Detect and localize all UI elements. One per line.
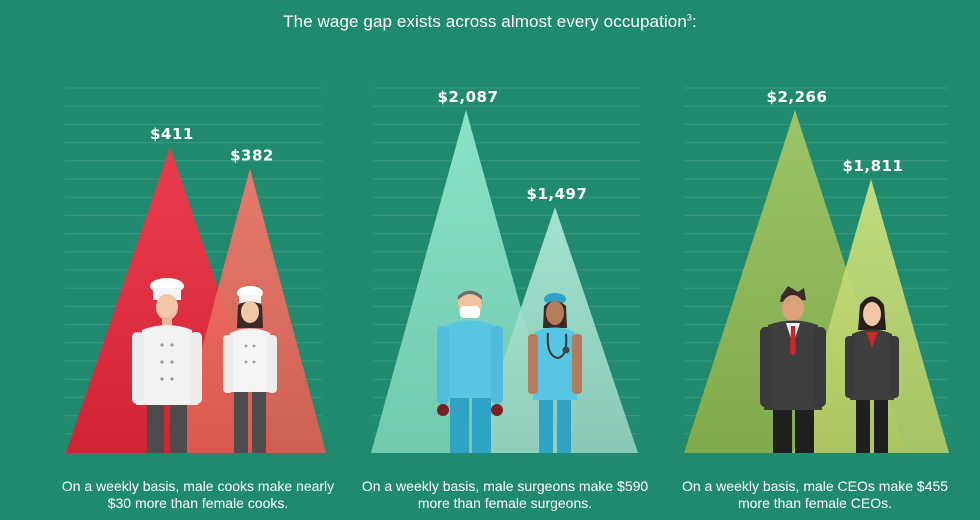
- page-title: The wage gap exists across almost every …: [283, 12, 697, 31]
- male-cook-figure: [132, 278, 202, 453]
- ceos-value-label-male: $2,266: [767, 88, 828, 106]
- cooks-value-label-female: $382: [230, 147, 274, 165]
- cooks-value-label-male: $411: [150, 125, 194, 143]
- female-ceo-figure: [845, 296, 899, 453]
- male-surgeon-figure: [437, 290, 503, 453]
- title-text: The wage gap exists across almost every …: [283, 12, 687, 31]
- surgeons-value-label-male: $2,087: [438, 88, 499, 106]
- female-cook-figure: [223, 286, 277, 453]
- male-ceo-figure: [760, 286, 826, 453]
- ceos-value-label-female: $1,811: [843, 157, 904, 175]
- value-labels: $411 $382 $2,087 $1,497 $2,266 $1,811: [150, 88, 903, 203]
- surgeons-value-label-female: $1,497: [527, 185, 588, 203]
- female-surgeon-figure: [528, 293, 582, 453]
- caption-cooks: On a weekly basis, male cooks make nearl…: [61, 478, 335, 511]
- caption-ceos: On a weekly basis, male CEOs make $455 m…: [681, 478, 949, 511]
- title-footnote: 3: [686, 12, 693, 23]
- caption-surgeons: On a weekly basis, male surgeons make $5…: [361, 478, 649, 511]
